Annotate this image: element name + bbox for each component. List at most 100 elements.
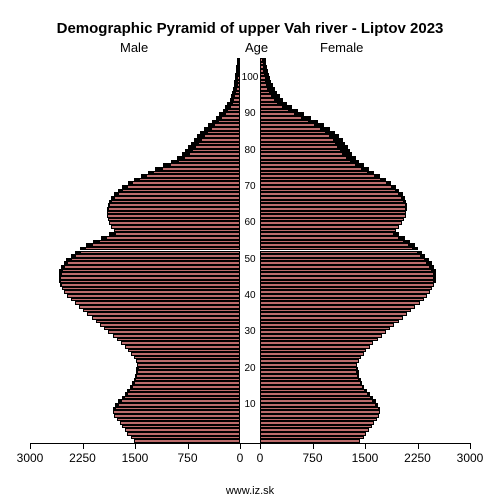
- female-bar: [260, 80, 271, 84]
- male-bar: [93, 240, 240, 244]
- male-bar: [200, 131, 240, 135]
- female-bar: [260, 265, 434, 269]
- male-bar: [117, 418, 240, 422]
- male-bar: [64, 261, 240, 265]
- female-bar: [260, 359, 359, 363]
- female-bar: [260, 203, 407, 207]
- male-bar: [134, 356, 240, 360]
- male-bar: [131, 436, 240, 440]
- female-bar: [260, 407, 380, 411]
- female-bar: [260, 232, 399, 236]
- age-label: Age: [245, 40, 268, 55]
- female-bar: [260, 218, 404, 222]
- female-bar: [260, 298, 424, 302]
- male-bar: [115, 403, 240, 407]
- female-bar: [260, 236, 405, 240]
- female-bar: [260, 432, 366, 436]
- male-bar: [60, 283, 240, 287]
- male-bar: [233, 87, 240, 91]
- female-bar: [260, 94, 280, 98]
- female-bar: [260, 123, 324, 127]
- male-bar: [86, 243, 240, 247]
- male-bar: [61, 265, 240, 269]
- male-bar: [125, 392, 241, 396]
- male-bar: [92, 316, 240, 320]
- male-bar: [101, 236, 240, 240]
- female-bar: [260, 178, 386, 182]
- female-bar: [260, 338, 378, 342]
- male-bar: [232, 91, 240, 95]
- male-bar: [108, 330, 240, 334]
- male-bar: [114, 229, 240, 233]
- female-bar: [260, 109, 298, 113]
- female-bar: [260, 414, 379, 418]
- female-bar: [260, 352, 364, 356]
- female-bar: [260, 254, 425, 258]
- male-bar: [109, 200, 240, 204]
- male-bar: [107, 207, 240, 211]
- female-bar: [260, 189, 399, 193]
- female-bar: [260, 294, 427, 298]
- male-bar: [122, 425, 240, 429]
- female-bar: [260, 323, 394, 327]
- x-tick-label: 1500: [122, 451, 149, 465]
- female-bar: [260, 98, 283, 102]
- age-tick: 90: [240, 109, 260, 119]
- age-tick: 50: [240, 255, 260, 265]
- female-bar: [260, 327, 390, 331]
- female-bar: [260, 87, 275, 91]
- male-bar: [121, 341, 240, 345]
- male-bar: [122, 396, 240, 400]
- male-bar: [219, 112, 240, 116]
- male-bar: [134, 378, 240, 382]
- male-bar: [237, 58, 240, 62]
- male-bar: [235, 76, 240, 80]
- male-bar: [114, 192, 240, 196]
- male-bar: [148, 171, 240, 175]
- male-bar: [59, 272, 240, 276]
- x-tick-label: 2250: [404, 451, 431, 465]
- female-bar: [260, 160, 359, 164]
- female-bar: [260, 396, 373, 400]
- x-axis: 00750750150015002250225030003000: [30, 443, 470, 483]
- male-bar: [191, 142, 240, 146]
- female-bar: [260, 272, 436, 276]
- male-bar: [234, 80, 240, 84]
- male-bar: [111, 196, 240, 200]
- male-bar: [134, 178, 240, 182]
- female-bar: [260, 341, 373, 345]
- female-bar: [260, 138, 343, 142]
- male-bar: [136, 370, 240, 374]
- female-bar: [260, 62, 266, 66]
- female-bar: [260, 134, 339, 138]
- male-bar: [80, 247, 240, 251]
- male-bar: [136, 359, 240, 363]
- female-bar: [260, 240, 410, 244]
- male-bar: [100, 323, 240, 327]
- male-bar: [109, 221, 240, 225]
- male-bar: [108, 218, 240, 222]
- chart-title: Demographic Pyramid of upper Vah river -…: [0, 20, 500, 37]
- female-bar: [260, 421, 374, 425]
- female-bar: [260, 120, 318, 124]
- x-tick: [260, 443, 261, 449]
- female-bar: [260, 280, 436, 284]
- x-axis-line: [30, 443, 470, 444]
- age-tick: 10: [240, 400, 260, 410]
- male-bar: [107, 214, 240, 218]
- female-bar: [260, 363, 357, 367]
- male-bar: [131, 352, 240, 356]
- female-bar: [260, 330, 386, 334]
- male-bar: [194, 138, 240, 142]
- female-bar: [260, 287, 432, 291]
- female-bar: [260, 381, 362, 385]
- age-tick: 60: [240, 218, 260, 228]
- male-bar: [128, 181, 240, 185]
- female-bar: [260, 305, 415, 309]
- male-bar: [127, 389, 240, 393]
- female-bar: [260, 290, 430, 294]
- male-bar: [230, 98, 241, 102]
- female-bar: [260, 163, 364, 167]
- female-bar: [260, 116, 311, 120]
- female-bar: [260, 312, 407, 316]
